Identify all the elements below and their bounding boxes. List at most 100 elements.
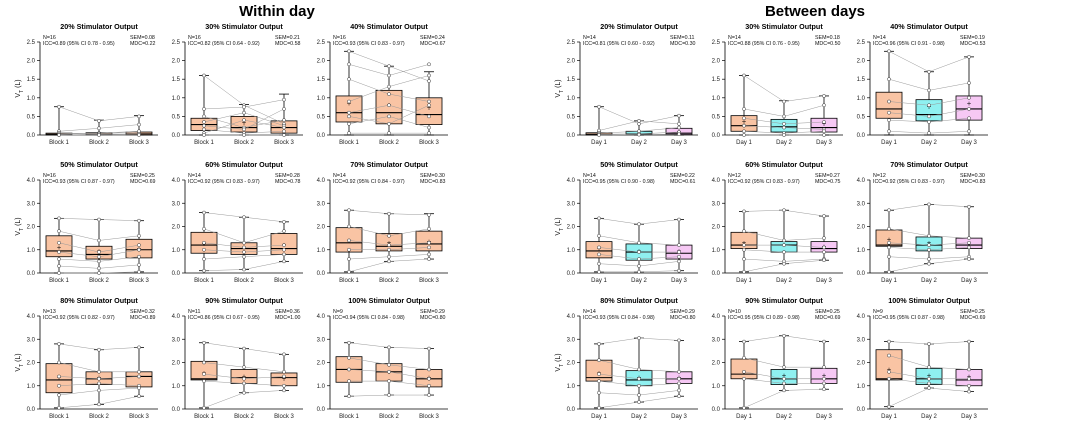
- subject-point: [347, 62, 351, 67]
- subject-point: [927, 381, 931, 386]
- y-tick-label: 0.0: [27, 271, 36, 277]
- y-tick-label: 2.0: [567, 361, 576, 367]
- subject-point: [347, 269, 351, 274]
- subject-point: [242, 133, 246, 137]
- stat-icc: ICC=0.92 (95% CI 0.83 - 0.97): [728, 179, 800, 185]
- subject-point: [967, 257, 971, 261]
- subject-point: [347, 367, 351, 372]
- subject-point: [202, 120, 206, 124]
- stat-mdc: MDC=0.80: [670, 315, 696, 321]
- stat-icc: ICC=0.93 (95% CI 0.83 - 0.97): [333, 41, 405, 47]
- subject-point: [742, 229, 746, 233]
- stat-sem: SEM=0.36: [275, 309, 300, 315]
- subject-point: [967, 240, 971, 245]
- subject-point: [887, 369, 891, 374]
- subject-point: [282, 352, 286, 357]
- y-tick-label: 2.0: [317, 59, 326, 65]
- x-tick-label: Block 3: [129, 140, 149, 146]
- y-tick-label: 2.0: [27, 225, 36, 231]
- subject-point: [97, 133, 101, 137]
- x-tick-label: Block 1: [49, 414, 69, 420]
- subject-point: [967, 129, 971, 134]
- y-tick-label: 0.0: [27, 407, 36, 413]
- subject-point: [637, 240, 641, 245]
- stat-sem: SEM=0.22: [670, 173, 695, 179]
- subject-point: [97, 266, 101, 271]
- x-tick-label: Day 1: [881, 140, 897, 146]
- subject-point: [927, 247, 931, 252]
- stat-sem: SEM=0.25: [130, 173, 155, 179]
- subject-point: [887, 269, 891, 274]
- subject-point: [57, 264, 61, 268]
- y-tick-label: 2.0: [712, 225, 721, 231]
- x-tick-label: Day 2: [776, 140, 792, 146]
- subject-point: [242, 105, 246, 109]
- stat-n: N=14: [188, 173, 201, 179]
- subject-point: [427, 103, 431, 108]
- y-tick-label: 2.0: [172, 361, 181, 367]
- subject-point: [597, 233, 601, 238]
- y-axis-label: VT (L): [15, 353, 25, 371]
- subject-point: [782, 250, 786, 254]
- subject-point: [822, 365, 826, 369]
- mean-marker: +: [886, 236, 891, 243]
- subject-point: [782, 376, 786, 381]
- subject-line: [58, 106, 140, 122]
- x-tick-label: Block 3: [419, 278, 439, 284]
- y-tick-label: 0.0: [567, 133, 576, 139]
- y-tick-label: 2.5: [317, 40, 326, 46]
- x-tick-label: Block 2: [89, 140, 109, 146]
- subject-point: [57, 271, 61, 275]
- subject-point: [57, 104, 61, 109]
- panel-title: 20% Stimulator Output: [600, 22, 678, 31]
- y-tick-label: 2.0: [857, 225, 866, 231]
- subject-point: [967, 245, 971, 250]
- y-tick-label: 3.0: [567, 337, 576, 343]
- subject-point: [637, 383, 641, 388]
- y-tick-label: 1.0: [27, 248, 36, 254]
- subject-point: [347, 208, 351, 213]
- stat-sem: SEM=0.11: [670, 35, 695, 41]
- subject-point: [677, 369, 681, 374]
- y-tick-label: 4.0: [712, 314, 721, 320]
- subject-point: [347, 114, 351, 119]
- panel-title: 80% Stimulator Output: [600, 296, 678, 305]
- subject-point: [97, 376, 101, 381]
- x-tick-label: Block 3: [274, 140, 294, 146]
- subject-point: [782, 99, 786, 104]
- subject-point: [387, 247, 391, 252]
- stat-n: N=14: [333, 173, 346, 179]
- subject-point: [387, 393, 391, 397]
- stat-mdc: MDC=0.30: [670, 41, 696, 47]
- subject-point: [967, 55, 971, 59]
- y-axis-label-subscript: T: [19, 90, 25, 93]
- x-tick-label: Block 1: [339, 140, 359, 146]
- stat-icc: ICC=0.93 (95% CI 0.84 - 0.98): [583, 315, 655, 321]
- panel-title: 60% Stimulator Output: [205, 160, 283, 169]
- y-axis-label-subscript: T: [19, 364, 25, 367]
- subject-point: [927, 386, 931, 390]
- x-tick-label: Block 3: [129, 278, 149, 284]
- y-tick-label: 1.0: [27, 384, 36, 390]
- subject-point: [677, 121, 681, 126]
- subject-point: [967, 339, 971, 344]
- x-tick-label: Block 1: [339, 414, 359, 420]
- stat-n: N=12: [873, 173, 886, 179]
- subject-point: [57, 240, 61, 245]
- subject-point: [927, 376, 931, 381]
- subject-point: [427, 257, 431, 261]
- stat-icc: ICC=0.95 (95% CI 0.87 - 0.98): [873, 315, 945, 321]
- subject-point: [677, 254, 681, 259]
- subject-point: [427, 226, 431, 231]
- subject-point: [202, 360, 206, 365]
- y-axis-label-subscript: T: [19, 228, 25, 231]
- subject-point: [387, 103, 391, 108]
- y-axis-label-subscript: T: [559, 90, 565, 93]
- y-tick-label: 2.0: [567, 59, 576, 65]
- panel-title: 80% Stimulator Output: [60, 296, 138, 305]
- y-tick-label: 2.5: [567, 40, 576, 46]
- subject-point: [742, 257, 746, 261]
- x-tick-label: Block 2: [234, 278, 254, 284]
